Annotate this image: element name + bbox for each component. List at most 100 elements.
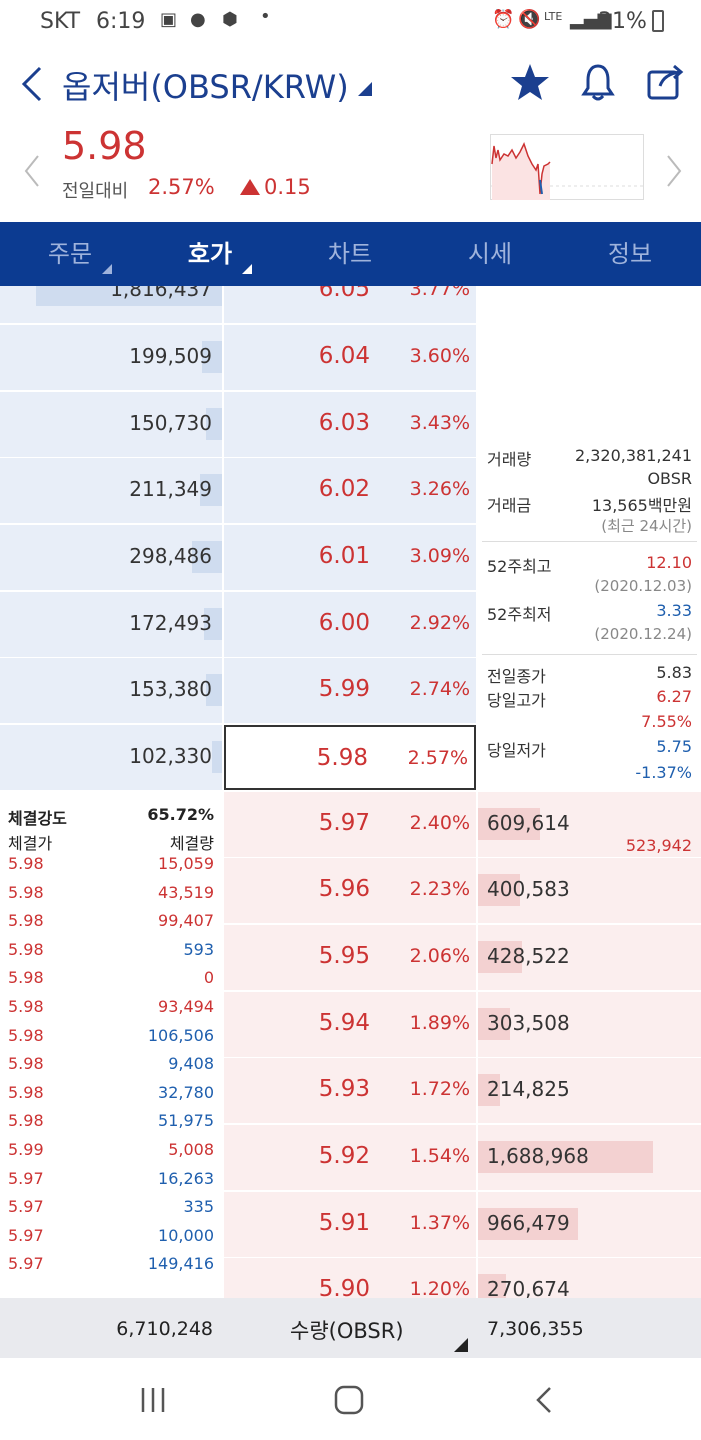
bid-price: 5.94 bbox=[318, 1010, 370, 1036]
ask-volume-cell[interactable]: 172,493 bbox=[0, 592, 222, 657]
trade-volume: 32,780 bbox=[158, 1082, 214, 1102]
ask-volume-cell[interactable]: 102,330 bbox=[0, 725, 222, 790]
bid-volume-cell[interactable]: 270,674 bbox=[478, 1258, 701, 1298]
ask-price-cell[interactable]: 5.99 2.74% bbox=[224, 658, 476, 723]
bid-percent: 1.54% bbox=[409, 1145, 470, 1167]
day-low-value: 5.75 bbox=[656, 737, 692, 756]
ask-volume-bar bbox=[200, 474, 222, 506]
bid-price-cell[interactable]: 5.97 2.40% bbox=[224, 792, 476, 857]
tab-order[interactable]: 주문 bbox=[0, 222, 140, 286]
bid-volume-cell[interactable]: 428,522 bbox=[478, 925, 701, 990]
bid-volume-bar bbox=[478, 941, 522, 973]
tab-market-price[interactable]: 시세 bbox=[420, 222, 560, 286]
ask-volume-cell[interactable]: 211,349 bbox=[0, 458, 222, 523]
unit-label: 수량(OBSR) bbox=[290, 1319, 404, 1343]
bid-volume-cell[interactable]: 1,688,968 bbox=[478, 1125, 701, 1190]
ask-price-cell[interactable]: 6.04 3.60% bbox=[224, 325, 476, 390]
ask-volume-cell[interactable]: 153,380 bbox=[0, 658, 222, 723]
bid-price-cell[interactable]: 5.90 1.20% bbox=[224, 1258, 476, 1298]
ask-volume-cell[interactable]: 1,816,437 bbox=[0, 286, 222, 323]
trade-price: 5.97 bbox=[8, 1254, 44, 1274]
ask-percent: 2.74% bbox=[409, 678, 470, 700]
trade-volume: 99,407 bbox=[158, 911, 214, 931]
alert-bell-icon[interactable] bbox=[580, 62, 616, 102]
bid-price-cell[interactable]: 5.93 1.72% bbox=[224, 1058, 476, 1123]
bid-volume-cell[interactable]: 303,508 bbox=[478, 992, 701, 1057]
trade-row: 5.98 0 bbox=[0, 964, 222, 992]
share-icon[interactable] bbox=[646, 62, 686, 102]
ask-volume-cell[interactable]: 150,730 bbox=[0, 392, 222, 457]
ask-volume-cell[interactable]: 199,509 bbox=[0, 325, 222, 390]
ask-price: 6.02 bbox=[318, 476, 370, 502]
title-bar: 옵저버(OBSR/KRW) bbox=[0, 46, 701, 122]
ask-volume: 153,380 bbox=[129, 677, 212, 701]
trade-price: 5.98 bbox=[8, 1111, 44, 1131]
change-percent: 2.57% bbox=[148, 175, 215, 199]
battery-level: 31% bbox=[598, 9, 647, 34]
home-icon[interactable] bbox=[334, 1385, 364, 1415]
current-price-cell[interactable]: 5.98 2.57% bbox=[224, 725, 476, 790]
system-back-icon[interactable] bbox=[534, 1386, 554, 1414]
ask-volume-cell[interactable]: 298,486 bbox=[0, 525, 222, 590]
trade-row: 5.98 43,519 bbox=[0, 879, 222, 907]
trade-volume: 51,975 bbox=[158, 1111, 214, 1131]
bid-price-cell[interactable]: 5.96 2.23% bbox=[224, 858, 476, 923]
trade-price: 5.98 bbox=[8, 968, 44, 988]
trade-price: 5.98 bbox=[8, 1025, 44, 1045]
bid-price-cell[interactable]: 5.91 1.37% bbox=[224, 1192, 476, 1257]
ask-price-cell[interactable]: 6.02 3.26% bbox=[224, 458, 476, 523]
day-high-percent: 7.55% bbox=[641, 712, 692, 731]
trade-volume: 335 bbox=[183, 1197, 214, 1217]
trade-volume: 0 bbox=[203, 968, 214, 988]
more-notifications-icon: • bbox=[260, 6, 271, 27]
bid-volume-cell[interactable]: 400,583 bbox=[478, 858, 701, 923]
ask-price-cell[interactable]: 6.01 3.09% bbox=[224, 525, 476, 590]
ask-price-cell[interactable]: 6.03 3.43% bbox=[224, 392, 476, 457]
tab-orderbook-dropdown-icon bbox=[242, 264, 252, 274]
mini-price-chart[interactable] bbox=[490, 134, 644, 200]
bid-volume-cell[interactable]: 966,479 bbox=[478, 1192, 701, 1257]
trade-price: 5.98 bbox=[8, 882, 44, 902]
recent-apps-icon[interactable] bbox=[138, 1386, 168, 1414]
prev-coin-icon[interactable] bbox=[22, 154, 42, 188]
back-icon[interactable] bbox=[18, 64, 46, 104]
trade-row: 5.99 5,008 bbox=[0, 1136, 222, 1164]
ask-price: 6.00 bbox=[318, 610, 370, 636]
tab-info[interactable]: 정보 bbox=[560, 222, 700, 286]
bid-volume-cell[interactable]: 609,614 523,942 bbox=[478, 792, 701, 857]
divider bbox=[482, 654, 697, 655]
volume-label: 거래량 bbox=[487, 450, 532, 469]
ask-price-cell[interactable]: 6.05 3.77% bbox=[224, 286, 476, 323]
status-bar: SKT 6:19 ▣ ● ⬢ • ⏰ 🔇 LTE ▂▄▆ 31% bbox=[0, 0, 701, 46]
divider bbox=[482, 541, 697, 542]
trade-volume: 149,416 bbox=[147, 1254, 214, 1274]
unit-selector[interactable]: 수량(OBSR) bbox=[224, 1298, 476, 1358]
tab-orderbook[interactable]: 호가 bbox=[140, 222, 280, 286]
ask-volume: 172,493 bbox=[129, 611, 212, 635]
ask-price: 6.03 bbox=[318, 410, 370, 436]
tab-chart[interactable]: 차트 bbox=[280, 222, 420, 286]
clock: 6:19 bbox=[96, 9, 146, 34]
bid-price-cell[interactable]: 5.95 2.06% bbox=[224, 925, 476, 990]
ask-price-cell[interactable]: 6.00 2.92% bbox=[224, 592, 476, 657]
bid-volume-cell[interactable]: 214,825 bbox=[478, 1058, 701, 1123]
favorite-star-icon[interactable] bbox=[510, 62, 550, 102]
market-dropdown-icon[interactable] bbox=[358, 82, 372, 96]
bid-price-cell[interactable]: 5.94 1.89% bbox=[224, 992, 476, 1057]
next-coin-icon[interactable] bbox=[664, 154, 684, 188]
market-info-panel: 거래량 2,320,381,241 OBSR 거래금 13,565백만원 (최근… bbox=[478, 286, 701, 790]
bid-volume-bar bbox=[478, 1074, 500, 1106]
unit-dropdown-icon bbox=[454, 1338, 468, 1352]
alarm-icon: ⏰ bbox=[492, 9, 515, 30]
ask-percent: 3.09% bbox=[409, 545, 470, 567]
bid-total: 7,306,355 bbox=[487, 1318, 584, 1340]
bid-price-cell[interactable]: 5.92 1.54% bbox=[224, 1125, 476, 1190]
day-low-label: 당일저가 bbox=[487, 741, 546, 760]
tab-info-label: 정보 bbox=[607, 240, 653, 268]
current-price: 5.98 bbox=[62, 124, 147, 168]
trade-row: 5.98 93,494 bbox=[0, 993, 222, 1021]
ask-volume-bar bbox=[204, 608, 222, 640]
page-title[interactable]: 옵저버(OBSR/KRW) bbox=[62, 68, 349, 106]
trade-price: 5.97 bbox=[8, 1168, 44, 1188]
trade-volume: 10,000 bbox=[158, 1225, 214, 1245]
